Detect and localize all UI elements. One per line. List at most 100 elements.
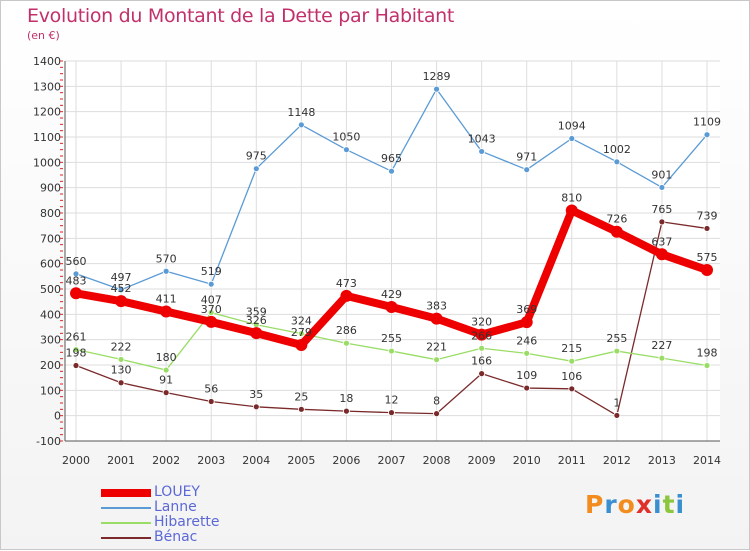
- data-label: 452: [111, 282, 132, 295]
- data-point: [252, 165, 260, 173]
- y-tick-label: 800: [40, 207, 61, 220]
- data-point: [207, 280, 215, 288]
- legend-label: Bénac: [154, 529, 198, 545]
- data-point: [160, 305, 173, 318]
- data-point: [162, 267, 170, 275]
- y-tick-label: 1400: [33, 55, 61, 68]
- data-label: 106: [561, 370, 582, 383]
- data-label: 215: [561, 342, 582, 355]
- y-tick-label: 1300: [33, 80, 61, 93]
- x-tick-label: 2014: [693, 454, 721, 467]
- x-tick-label: 2013: [648, 454, 676, 467]
- data-point: [385, 300, 398, 313]
- legend-label: Lanne: [154, 499, 197, 515]
- data-label: 227: [651, 339, 672, 352]
- data-point: [205, 315, 218, 328]
- x-tick-label: 2000: [62, 454, 90, 467]
- x-tick-label: 2006: [332, 454, 360, 467]
- data-point: [72, 362, 80, 369]
- data-label: 570: [156, 252, 177, 265]
- data-label: 497: [111, 271, 132, 284]
- data-point: [162, 366, 170, 374]
- data-label: 56: [204, 382, 218, 395]
- data-label: 1043: [468, 132, 496, 145]
- data-point: [340, 289, 353, 302]
- data-point: [523, 166, 531, 174]
- y-tick-label: 1000: [33, 156, 61, 169]
- data-label: 12: [385, 394, 399, 407]
- x-tick-label: 2007: [378, 454, 406, 467]
- data-label: 1289: [423, 70, 451, 83]
- data-label: 765: [651, 203, 672, 216]
- data-point: [658, 354, 666, 362]
- legend-swatch: [101, 506, 151, 509]
- data-point: [295, 338, 308, 351]
- data-label: 320: [471, 316, 492, 329]
- data-label: 91: [159, 374, 173, 387]
- data-label: 971: [516, 151, 537, 164]
- data-point: [388, 347, 395, 355]
- data-label: 370: [201, 303, 222, 316]
- data-point: [568, 135, 576, 142]
- data-label: 1148: [287, 106, 315, 119]
- y-tick-label: 1100: [33, 131, 61, 144]
- data-label: 975: [246, 150, 267, 163]
- data-point: [388, 409, 395, 417]
- data-label: 1050: [332, 131, 360, 144]
- proxiti-logo: Proxiti: [585, 490, 685, 519]
- y-tick-label: 100: [40, 384, 61, 397]
- data-point: [207, 398, 215, 405]
- data-point: [433, 410, 440, 418]
- data-label: 25: [294, 390, 308, 403]
- data-label: 286: [336, 324, 357, 337]
- data-label: 473: [336, 277, 357, 290]
- data-label: 1: [613, 396, 620, 409]
- data-label: 519: [201, 265, 222, 278]
- logo-letter: i: [675, 490, 686, 519]
- chart-subtitle: (en €): [27, 29, 60, 42]
- legend-item: Lanne: [101, 500, 220, 515]
- data-label: 560: [66, 255, 87, 268]
- data-label: 369: [516, 303, 537, 316]
- data-label: 8: [433, 395, 440, 408]
- data-point: [568, 357, 576, 365]
- data-label: 246: [516, 334, 537, 347]
- data-label: 255: [381, 332, 402, 345]
- data-label: 739: [697, 209, 718, 222]
- data-label: 483: [66, 274, 87, 287]
- data-point: [565, 204, 578, 217]
- data-label: 324: [291, 315, 312, 328]
- logo-letter: o: [617, 490, 636, 519]
- data-point: [701, 264, 713, 276]
- x-tick-label: 2004: [242, 454, 270, 467]
- data-point: [658, 218, 666, 226]
- legend-label: Hibarette: [154, 514, 220, 530]
- x-tick-label: 2002: [152, 454, 180, 467]
- data-point: [703, 362, 711, 369]
- plot-area: [65, 61, 720, 441]
- logo-letter: t: [662, 490, 676, 519]
- data-label: 1002: [603, 143, 631, 156]
- data-point: [523, 384, 531, 392]
- data-point: [70, 287, 82, 300]
- data-point: [343, 407, 350, 415]
- data-point: [117, 286, 125, 294]
- data-label: 18: [339, 392, 353, 405]
- logo-letter: i: [653, 490, 663, 519]
- data-label: 180: [156, 351, 177, 364]
- data-label: 326: [246, 314, 267, 327]
- data-label: 901: [651, 168, 672, 181]
- chart-legend: LOUEY Lanne Hibarette Bénac: [101, 485, 220, 545]
- data-label: 411: [156, 293, 177, 306]
- x-tick-label: 2009: [468, 454, 496, 467]
- y-tick-label: 300: [40, 334, 61, 347]
- legend-swatch: [101, 521, 151, 524]
- data-label: 130: [111, 364, 132, 377]
- data-point: [703, 225, 711, 232]
- data-point: [72, 270, 80, 278]
- y-tick-label: 700: [40, 232, 61, 245]
- data-label: 109: [516, 369, 537, 382]
- x-tick-label: 2003: [197, 454, 225, 467]
- logo-letter: r: [604, 490, 618, 519]
